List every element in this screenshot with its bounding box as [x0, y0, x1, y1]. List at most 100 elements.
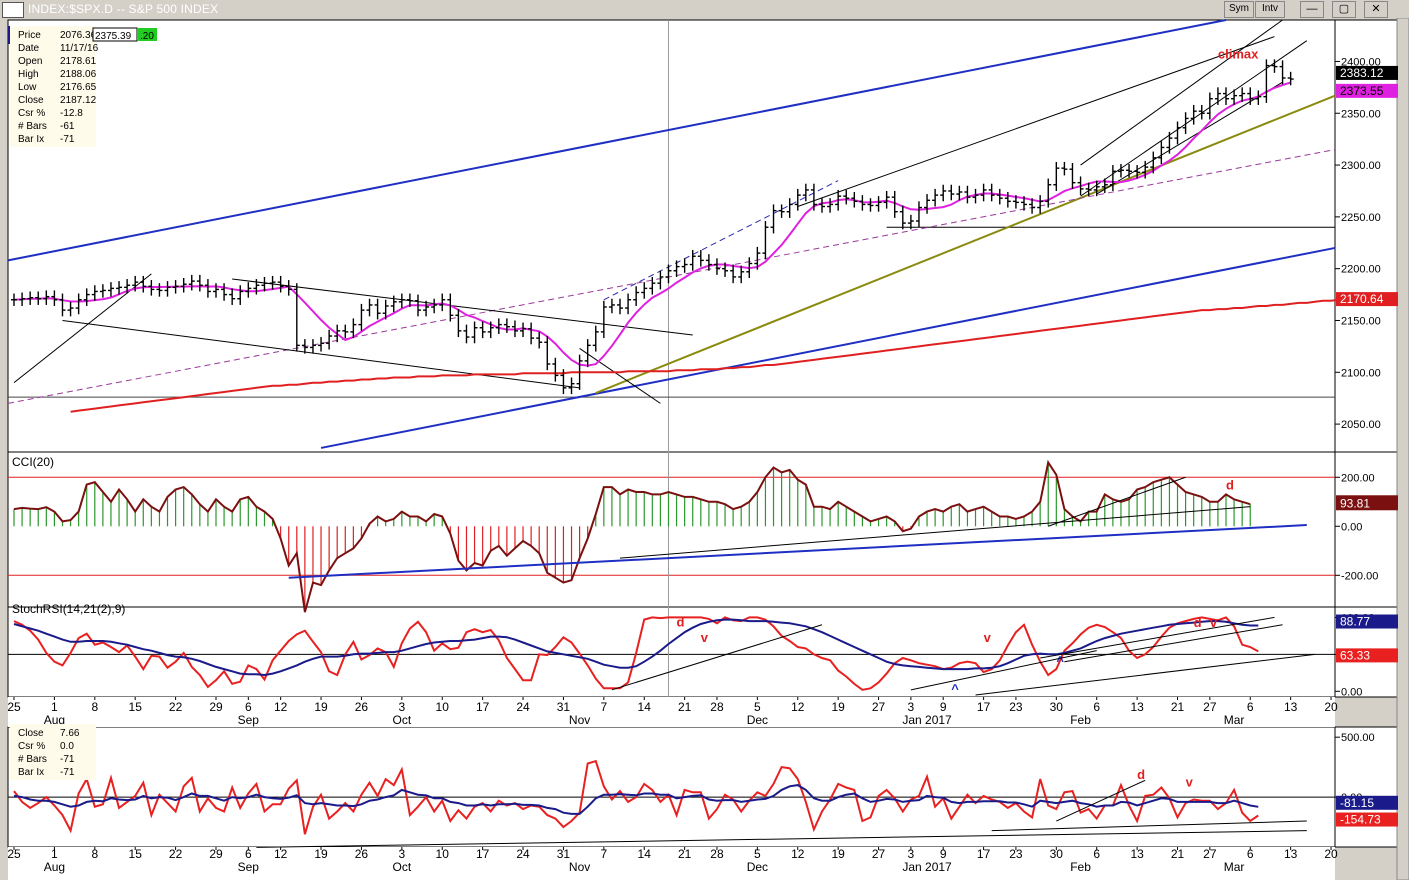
panel-3[interactable] [7, 726, 1336, 848]
price-bar [819, 198, 825, 213]
price-bar [479, 321, 486, 339]
panel-2[interactable] [7, 606, 1336, 698]
date-tick-label: 3 [908, 847, 915, 861]
price-bar [67, 301, 74, 317]
date-tick-label: 19 [314, 847, 328, 861]
lower-oscillator-value-tag [1336, 795, 1398, 810]
price-bar [673, 260, 680, 277]
symbol-button[interactable]: Sym [1224, 1, 1254, 18]
date-tick-label: 15 [129, 700, 143, 714]
restore-button[interactable]: ▢ [1332, 1, 1356, 18]
date-tick-label: 5 [754, 847, 761, 861]
price-bar [11, 293, 17, 306]
close-button[interactable]: ✕ [1364, 1, 1388, 18]
price-bar [463, 324, 470, 344]
cci-line [13, 459, 1251, 613]
price-bar [1150, 151, 1157, 174]
price-bar [277, 275, 284, 293]
panel-0[interactable] [7, 19, 1336, 453]
price-info-box-label: Close [18, 95, 44, 106]
short-ma-tag-text: 2373.55 [1340, 84, 1384, 98]
price-bar [301, 339, 308, 354]
price-bar [713, 258, 720, 275]
price-bar [19, 292, 26, 306]
lower-info-box-value: 0.0 [60, 741, 74, 752]
price-bar [1021, 196, 1027, 211]
price-bar [584, 339, 591, 368]
price-bar [1045, 178, 1052, 208]
stochrsi-annotation: ^ [951, 682, 959, 697]
date-tick-label: 25 [7, 700, 21, 714]
price-bar [51, 290, 58, 306]
vertical-scrollbar[interactable] [1396, 18, 1409, 880]
short-moving-average [13, 81, 1291, 367]
stochrsi-title: StochRSI(14,21(2),9) [12, 602, 125, 616]
price-bar [1109, 165, 1116, 191]
y-tick-label: 2250.00 [1341, 212, 1381, 224]
price-bar [867, 198, 874, 212]
price-bar [455, 309, 462, 338]
price-bar [1239, 87, 1246, 102]
date-tick-label: 12 [791, 700, 805, 714]
date-tick-label: 6 [1247, 847, 1254, 861]
cci-value-text: 93.81 [1340, 496, 1370, 510]
date-tick-label: 3 [908, 700, 915, 714]
lower-info-box-value: 7.66 [60, 728, 80, 739]
price-bar [1198, 104, 1205, 120]
y-tick-label: 2350.00 [1341, 108, 1381, 120]
channel-upper-line [7, 19, 1227, 262]
date-tick-label: 5 [754, 700, 761, 714]
price-bar [883, 190, 890, 209]
price-bar [1158, 141, 1165, 165]
date-tick-label: 12 [274, 700, 288, 714]
price-info-box-label: Open [18, 56, 42, 67]
price-bar [221, 283, 228, 301]
stochrsi-series-slow [13, 618, 1259, 677]
panel-1[interactable] [7, 451, 1336, 608]
price-bar [520, 322, 527, 338]
price-info-box [10, 26, 96, 147]
price-bar [1223, 87, 1229, 105]
price-bar [116, 281, 123, 295]
price-bar [431, 298, 438, 314]
price-bar [1287, 71, 1294, 86]
month-label: Dec [747, 860, 768, 874]
stochrsi-trend-line [1064, 624, 1283, 663]
date-tick-label: 6 [1247, 700, 1254, 714]
price-info-box-value: -71 [60, 134, 75, 145]
trend-line [1096, 81, 1283, 195]
last-close-tag [1336, 65, 1398, 80]
price-bar [705, 254, 712, 271]
cursor-change-text: .20 [140, 31, 154, 42]
stochrsi-value-text: 88.77 [1340, 615, 1370, 629]
date-tick-label: 23 [1009, 847, 1023, 861]
interval-button[interactable]: Intv [1255, 1, 1285, 18]
price-bar [940, 184, 947, 202]
price-bar [932, 188, 939, 207]
lower-oscillator-series-fast [13, 759, 1259, 835]
chart-area: 2050.002100.002150.002200.002250.002300.… [0, 18, 1409, 880]
price-bars [11, 59, 1294, 395]
price-bar [382, 299, 389, 320]
price-info-box-value: 11/17/16 [60, 43, 99, 54]
price-bar [309, 339, 316, 354]
month-label: Dec [747, 713, 768, 727]
price-bar [285, 280, 292, 296]
lower-oscillator-value-text: -154.73 [1340, 813, 1381, 827]
trend-line [797, 36, 1275, 207]
month-label: Mar [1224, 860, 1245, 874]
minimize-button[interactable]: — [1300, 1, 1324, 18]
price-bar [778, 204, 785, 218]
price-bar [1134, 165, 1141, 179]
price-bar [1231, 89, 1238, 105]
price-bar [253, 279, 260, 295]
date-tick-label: 15 [129, 847, 143, 861]
price-bar [342, 324, 349, 339]
price-bar [213, 283, 219, 298]
price-bar [600, 300, 607, 339]
date-tick-label: 17 [977, 700, 991, 714]
price-bar [948, 184, 955, 201]
lower-trend-line [1056, 779, 1146, 822]
price-bar [996, 188, 1003, 205]
price-bar [617, 298, 623, 315]
